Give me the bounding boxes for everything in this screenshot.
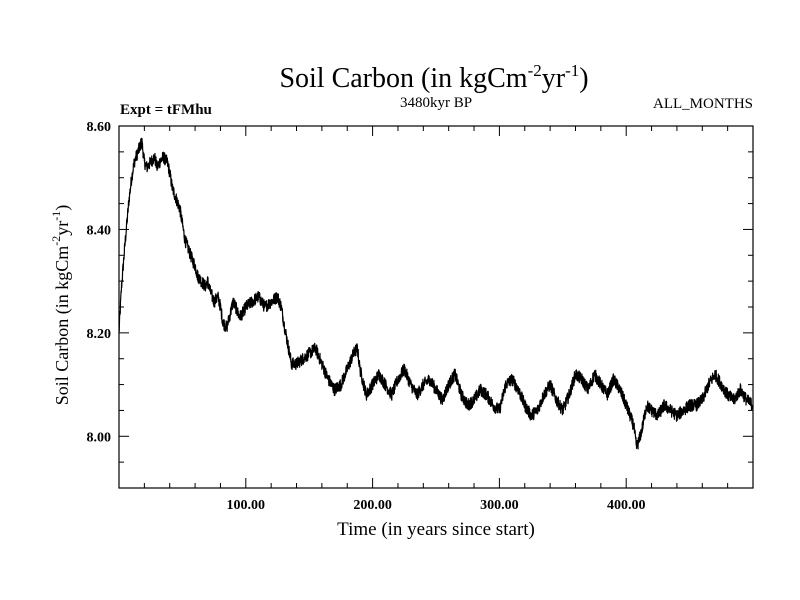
months-label: ALL_MONTHS [653, 96, 753, 112]
chart-title: Soil Carbon (in kgCm-2yr-1) [279, 61, 588, 94]
x-tick-label: 300.00 [480, 498, 519, 513]
x-axis-tick-labels: 100.00 200.00 300.00 400.00 [227, 498, 646, 513]
x-axis-label: Time (in years since start) [337, 519, 535, 540]
y-tick-label: 8.20 [87, 327, 112, 342]
period-label: 3480kyr BP [400, 95, 472, 111]
y-tick-label: 8.60 [87, 120, 112, 135]
y-axis-label: Soil Carbon (in kgCm-2yr-1) [49, 205, 73, 406]
experiment-label: Expt = tFMhu [120, 102, 212, 118]
series-layer [118, 137, 754, 450]
soil-carbon-series-line [118, 137, 754, 450]
x-tick-label: 100.00 [227, 498, 266, 513]
y-tick-label: 8.40 [87, 223, 112, 238]
x-tick-label: 200.00 [353, 498, 392, 513]
x-tick-label: 400.00 [607, 498, 646, 513]
x-axis-ticks [143, 126, 729, 488]
y-tick-label: 8.00 [87, 430, 112, 445]
y-axis-ticks [119, 151, 753, 463]
y-axis-tick-labels: 8.00 8.20 8.40 8.60 [87, 120, 112, 445]
